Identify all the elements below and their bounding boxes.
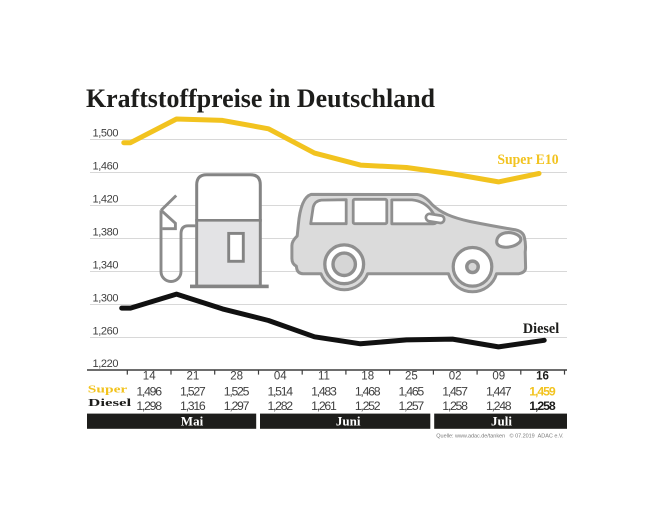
svg-text:1,300: 1,300 (93, 292, 119, 304)
svg-text:1,468: 1,468 (355, 385, 381, 399)
svg-text:1,527: 1,527 (180, 385, 206, 399)
svg-text:11: 11 (318, 370, 330, 382)
svg-text:1,380: 1,380 (93, 226, 119, 238)
svg-text:1,261: 1,261 (311, 399, 337, 413)
svg-text:1,447: 1,447 (486, 385, 512, 399)
svg-text:18: 18 (361, 370, 374, 382)
svg-text:1,483: 1,483 (311, 385, 337, 399)
svg-text:Juni: Juni (336, 413, 361, 428)
svg-text:1,298: 1,298 (136, 399, 162, 413)
svg-text:Super: Super (88, 384, 128, 395)
svg-text:1,260: 1,260 (93, 325, 119, 337)
svg-text:28: 28 (230, 370, 243, 382)
svg-text:Mai: Mai (181, 413, 204, 428)
svg-text:1,514: 1,514 (267, 385, 293, 399)
svg-text:02: 02 (449, 370, 462, 382)
svg-text:1,252: 1,252 (355, 399, 381, 413)
svg-text:21: 21 (187, 370, 200, 382)
svg-text:14: 14 (143, 370, 156, 382)
svg-text:1,220: 1,220 (93, 358, 119, 370)
svg-text:1,460: 1,460 (93, 160, 119, 172)
svg-text:1,500: 1,500 (93, 127, 119, 139)
svg-text:09: 09 (492, 370, 505, 382)
svg-text:1,297: 1,297 (224, 399, 250, 413)
svg-text:Diesel: Diesel (523, 321, 559, 337)
svg-text:1,316: 1,316 (180, 399, 206, 413)
svg-text:1,496: 1,496 (136, 385, 162, 399)
svg-text:1,340: 1,340 (93, 259, 119, 271)
svg-text:1,459: 1,459 (529, 385, 556, 399)
svg-text:1,282: 1,282 (267, 399, 293, 413)
svg-text:Diesel: Diesel (88, 398, 131, 409)
svg-text:1,258: 1,258 (442, 399, 468, 413)
svg-text:04: 04 (274, 370, 287, 382)
svg-text:25: 25 (405, 370, 418, 382)
svg-text:1,457: 1,457 (442, 385, 468, 399)
svg-text:1,465: 1,465 (399, 385, 425, 399)
svg-text:1,257: 1,257 (399, 399, 425, 413)
svg-text:Kraftstoffpreise in Deutschlan: Kraftstoffpreise in Deutschland (86, 84, 436, 113)
svg-text:1,248: 1,248 (486, 399, 512, 413)
svg-text:Quelle: www.adac.de/tanken ©: Quelle: www.adac.de/tanken © 07.2019 ADA… (436, 433, 564, 440)
svg-text:Juli: Juli (491, 413, 512, 428)
svg-text:16: 16 (536, 370, 549, 382)
svg-text:1,525: 1,525 (224, 385, 250, 399)
svg-text:1,258: 1,258 (529, 399, 556, 413)
svg-text:1,420: 1,420 (93, 193, 119, 205)
svg-text:Super E10: Super E10 (497, 152, 558, 168)
